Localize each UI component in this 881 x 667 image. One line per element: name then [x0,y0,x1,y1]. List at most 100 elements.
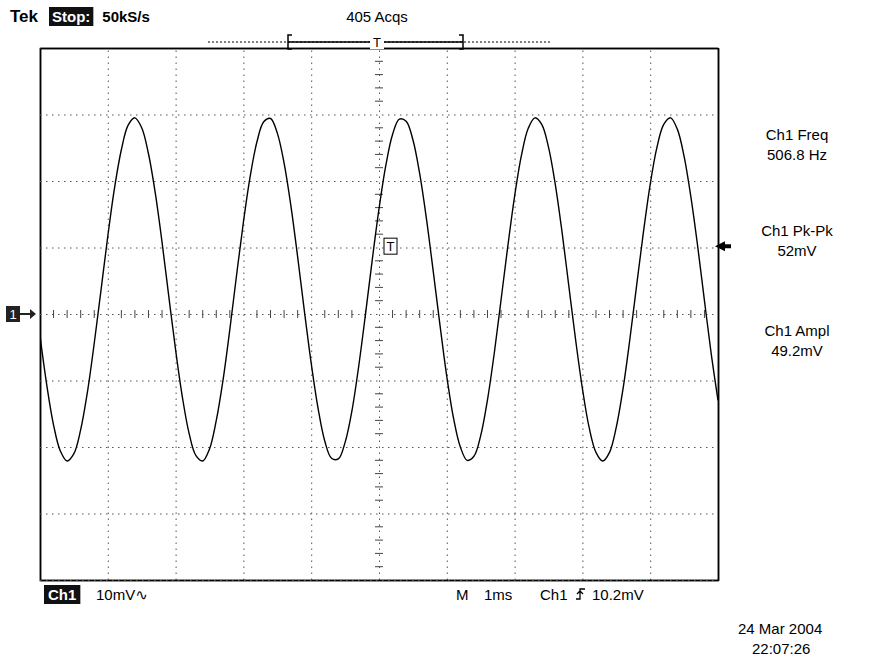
channel-indicator: Ch1 [44,585,80,604]
minor-tick [375,220,383,221]
tick [40,381,718,382]
trigger-level: 10.2mV [592,586,644,603]
axis-line [41,49,719,581]
minor-tick [324,310,325,318]
minor-tick [636,310,637,318]
minor-tick [375,101,383,102]
axis-line [41,48,719,581]
minor-tick [148,310,149,318]
minor-tick [375,433,383,434]
tick [40,580,718,581]
run-state-box [49,7,93,26]
minor-tick [555,310,556,318]
ground-marker-arrow [20,309,36,319]
ground-marker-box [6,306,20,322]
minor-tick [487,310,488,318]
trigger-marker-box [384,238,397,254]
tick [40,314,718,315]
tick [40,115,718,116]
tick [176,48,177,580]
minor-tick [375,340,383,341]
grid-line [718,48,719,580]
frame-right [718,49,719,581]
time: 22:07:26 [752,640,810,657]
grid-line [176,48,177,580]
minor-tick [216,310,217,318]
grid-line [40,514,718,515]
grid-line [108,48,109,580]
channel-box [44,585,80,604]
minor-tick [677,310,678,318]
minor-tick [528,310,529,318]
ground-marker: 1 [6,306,36,322]
brand: Tek [10,7,39,26]
minor-tick [704,310,705,318]
minor-tick [94,310,95,318]
minor-tick [568,310,569,318]
minor-tick [541,310,542,318]
measurement-value: 506.8 Hz [767,146,827,163]
minor-tick [375,274,383,275]
minor-tick [202,310,203,318]
minor-tick [270,310,271,318]
oscilloscope-screen: T1TekStop:50kS/s405 AcqsTCh1 Freq506.8 H… [0,0,881,667]
graticule-minor [54,61,705,566]
timebase-label: M [456,586,469,603]
minor-tick [375,500,383,501]
minor-tick [375,407,383,408]
minor-tick [338,310,339,318]
x-axis [41,48,719,581]
minor-tick [375,74,383,75]
minor-tick [375,540,383,541]
minor-tick [284,310,285,318]
y-axis [40,49,718,581]
minor-tick [297,310,298,318]
record-bracket-right [459,35,463,49]
minor-tick [375,287,383,288]
trigger-marker-label: T [387,239,395,254]
measurement-label: Ch1 Pk-Pk [761,222,833,239]
run-state: Stop: [49,7,93,26]
grid-line [40,181,718,182]
tick [40,447,718,448]
minor-tick [595,310,596,318]
minor-tick [375,300,383,301]
minor-tick [460,310,461,318]
minor-tick [375,526,383,527]
minor-tick [473,310,474,318]
minor-tick [375,367,383,368]
tick [40,181,718,182]
minor-tick [375,393,383,394]
minor-tick [406,310,407,318]
minor-tick [419,310,420,318]
record-trigger-label: T [373,35,381,50]
minor-tick [433,310,434,318]
trigger-level-arrow [715,241,731,251]
grid-line [40,381,718,382]
minor-tick [375,127,383,128]
channel-label: Ch1 [48,586,76,603]
minor-tick [375,141,383,142]
minor-tick [392,310,393,318]
trigger-slope-icon [576,589,585,599]
tick [40,514,718,515]
sample-rate: 50kS/s [102,8,150,25]
grid-line [40,447,718,448]
minor-tick [663,310,664,318]
minor-tick [375,87,383,88]
minor-tick [351,310,352,318]
minor-tick [375,61,383,62]
measurement-label: Ch1 Ampl [764,322,829,339]
measurement-value: 52mV [777,242,816,259]
measurement-label: Ch1 Freq [766,126,829,143]
minor-tick [53,310,54,318]
trigger-source: Ch1 [540,586,568,603]
grid-line [582,48,583,580]
grid-line [650,48,651,580]
minor-tick [375,154,383,155]
tick [108,48,109,580]
tick [582,48,583,580]
tick [40,248,718,249]
record-bar: T [208,34,550,50]
run-state-label: Stop: [52,8,90,25]
